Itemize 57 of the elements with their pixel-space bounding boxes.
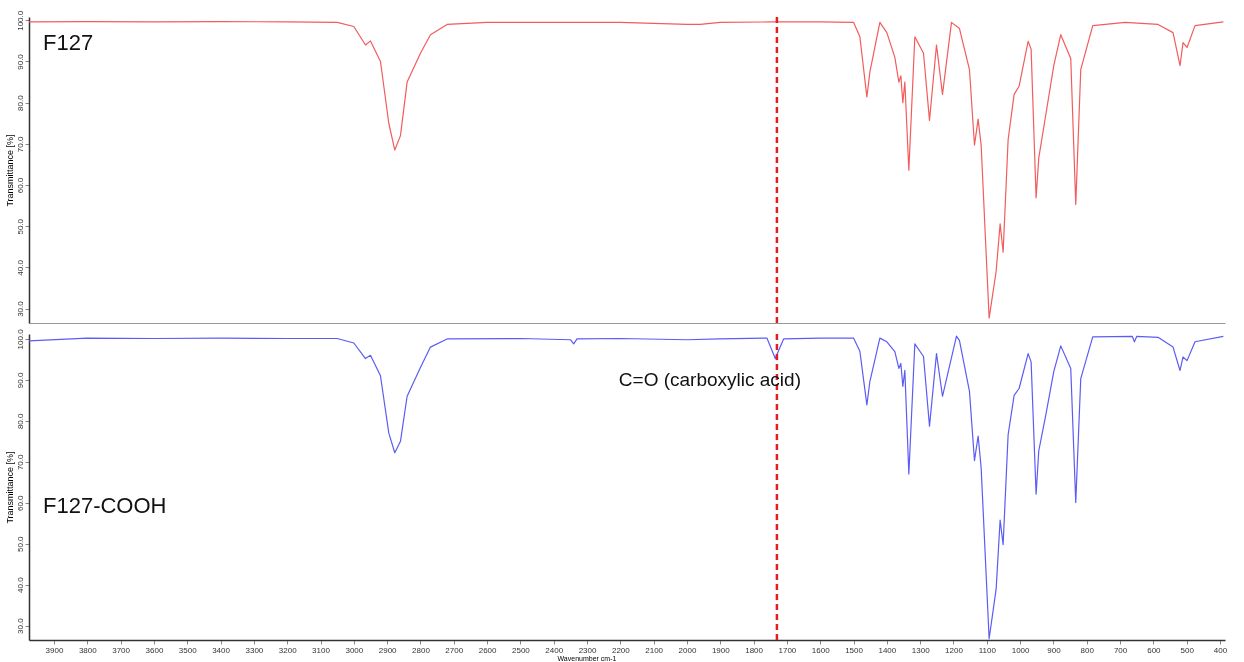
y-axis-title: Transmittance [%] [4, 451, 15, 524]
x-tick-label: 3100 [312, 645, 331, 655]
x-tick-label: 1500 [845, 645, 864, 655]
y-tick-label: 90.0 [15, 53, 25, 70]
x-tick-label: 2700 [445, 645, 464, 655]
y-tick-label: 60.0 [15, 177, 25, 194]
x-tick-label: 700 [1113, 645, 1128, 655]
x-tick-label: 1200 [945, 645, 964, 655]
y-tick-label: 40.0 [15, 576, 25, 593]
x-tick-label: 800 [1080, 645, 1095, 655]
x-tick-label: 3700 [112, 645, 131, 655]
y-tick-label: 90.0 [15, 372, 25, 389]
x-tick-label: 3200 [278, 645, 298, 655]
x-tick-label: 1300 [911, 645, 931, 655]
series-label: F127 [43, 30, 94, 55]
x-tick-label: 3800 [78, 645, 98, 655]
x-tick-label: 2500 [511, 645, 531, 655]
x-tick-label: 3600 [145, 645, 164, 655]
x-tick-label: 3300 [245, 645, 264, 655]
y-tick-label: 40.0 [15, 259, 25, 276]
y-tick-label: 100.0 [15, 10, 25, 31]
y-tick-label: 30.0 [15, 617, 25, 634]
y-tick-label: 50.0 [15, 218, 25, 235]
x-tick-label: 3900 [45, 645, 64, 655]
x-tick-label: 900 [1047, 645, 1062, 655]
x-tick-label: 600 [1147, 645, 1162, 655]
y-tick-label: 30.0 [15, 300, 25, 317]
x-tick-label: 500 [1180, 645, 1195, 655]
x-tick-label: 2200 [611, 645, 631, 655]
y-tick-label: 70.0 [15, 453, 25, 471]
x-tick-label: 1100 [978, 645, 997, 655]
x-tick-label: 3000 [345, 645, 364, 655]
x-tick-label: 1700 [778, 645, 797, 655]
x-tick-label: 2000 [678, 645, 697, 655]
x-tick-label: 1800 [745, 645, 764, 655]
x-tick-label: 3500 [178, 645, 198, 655]
x-tick-label: 2400 [545, 645, 564, 655]
y-tick-label: 50.0 [15, 535, 25, 553]
y-axis-title: Transmittance [%] [4, 134, 15, 207]
y-tick-label: 70.0 [15, 136, 25, 153]
y-tick-label: 80.0 [15, 94, 25, 111]
x-tick-label: 1000 [1011, 645, 1031, 655]
x-tick-label: 400 [1213, 645, 1228, 655]
x-tick-label: 1600 [811, 645, 831, 655]
x-tick-label: 2600 [478, 645, 498, 655]
x-tick-label: 2900 [378, 645, 398, 655]
y-tick-label: 80.0 [15, 413, 25, 430]
x-tick-label: 2800 [412, 645, 431, 655]
annotation: C=O (carboxylic acid) [618, 368, 801, 390]
text: F127-COOH [43, 493, 167, 518]
x-tick-label: 2300 [578, 645, 597, 655]
y-tick-label: 60.0 [15, 494, 25, 512]
y-tick-label: 100.0 [15, 328, 25, 350]
x-tick-label: 3400 [212, 645, 231, 655]
x-tick-label: 1400 [878, 645, 897, 655]
x-tick-label: 1900 [711, 645, 731, 655]
x-tick-label: 2100 [645, 645, 664, 655]
